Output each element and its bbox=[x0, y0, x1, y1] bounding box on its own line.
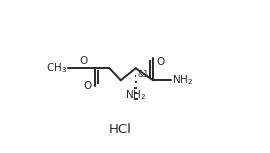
Text: CH$_3$: CH$_3$ bbox=[46, 61, 68, 75]
Text: &1: &1 bbox=[137, 70, 149, 79]
Text: HCl: HCl bbox=[109, 123, 131, 136]
Text: NH$_2$: NH$_2$ bbox=[125, 88, 146, 102]
Text: O: O bbox=[79, 56, 87, 66]
Text: O: O bbox=[157, 56, 165, 67]
Text: NH$_2$: NH$_2$ bbox=[172, 73, 193, 87]
Text: O: O bbox=[83, 81, 92, 91]
